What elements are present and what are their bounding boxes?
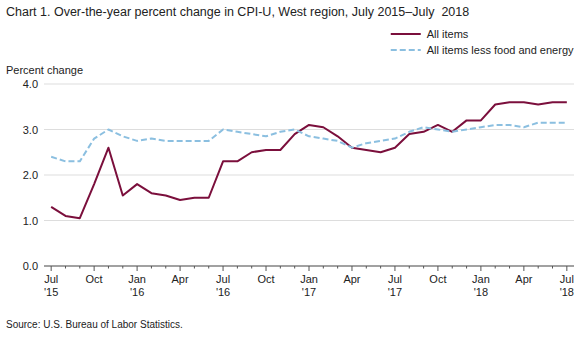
legend-label: All items: [427, 28, 469, 40]
chart: Chart 1. Over-the-year percent change in…: [0, 0, 588, 337]
plot-lines: [51, 102, 567, 218]
x-tick: [208, 266, 209, 269]
y-tick-label: 3.0: [23, 124, 38, 136]
x-tick: [394, 266, 395, 271]
grid-line: [44, 84, 574, 85]
legend-swatch: [391, 49, 421, 51]
x-tick-label-line: Oct: [86, 273, 103, 285]
x-tick: [294, 266, 295, 269]
x-tick: [480, 266, 481, 271]
y-tick-label: 1.0: [23, 215, 38, 227]
grid-line: [44, 220, 574, 221]
x-tick-label: Jul'18: [560, 273, 574, 298]
y-tick-label: 2.0: [23, 169, 38, 181]
x-tick-label: Jul'16: [216, 273, 230, 298]
y-tick-label: 4.0: [23, 78, 38, 90]
x-tick-label: Jan'16: [128, 273, 146, 298]
x-tick: [409, 266, 410, 269]
x-tick: [552, 266, 553, 269]
x-tick-label-line: Oct: [257, 273, 274, 285]
x-tick-label-line: '16: [216, 286, 230, 298]
x-tick: [251, 266, 252, 269]
x-tick: [437, 266, 438, 271]
x-tick: [122, 266, 123, 269]
grid-line: [44, 129, 574, 130]
x-tick: [151, 266, 152, 269]
x-tick: [266, 266, 267, 271]
x-tick-label-line: Apr: [515, 273, 532, 285]
title: Chart 1. Over-the-year percent change in…: [6, 5, 469, 19]
x-tick: [509, 266, 510, 269]
x-tick-label: Oct: [86, 273, 103, 285]
x-tick: [523, 266, 524, 271]
x-tick: [180, 266, 181, 271]
x-tick-label-line: Apr: [172, 273, 189, 285]
y-tick-label: 0.0: [23, 260, 38, 272]
series-line: [51, 123, 567, 162]
legend: All items All items less food and energy: [391, 28, 574, 56]
x-tick: [237, 266, 238, 269]
y-axis-label: Percent change: [6, 64, 83, 76]
x-tick-label-line: '18: [560, 286, 574, 298]
x-tick: [108, 266, 109, 269]
x-tick: [51, 266, 52, 271]
x-tick: [366, 266, 367, 269]
x-tick-label: Apr: [172, 273, 189, 285]
x-tick: [94, 266, 95, 271]
x-tick-label: Jan'17: [300, 273, 318, 298]
x-tick: [309, 266, 310, 271]
x-tick: [223, 266, 224, 271]
x-tick: [423, 266, 424, 269]
x-tick: [79, 266, 80, 269]
x-tick-label: Oct: [257, 273, 274, 285]
x-tick: [466, 266, 467, 269]
x-tick-label-line: Jan: [300, 273, 318, 285]
x-tick-label-line: '15: [44, 286, 58, 298]
series-line: [51, 102, 567, 218]
x-tick: [280, 266, 281, 269]
x-tick-label-line: Jul: [44, 273, 58, 285]
legend-swatch: [391, 33, 421, 35]
x-tick: [65, 266, 66, 269]
legend-label: All items less food and energy: [427, 44, 574, 56]
x-tick-label-line: Jul: [388, 273, 402, 285]
x-tick-label: Jul'17: [388, 273, 402, 298]
x-tick: [137, 266, 138, 271]
x-tick-label: Oct: [429, 273, 446, 285]
x-tick: [495, 266, 496, 269]
x-tick-label: Jan'18: [472, 273, 490, 298]
x-tick: [337, 266, 338, 269]
x-tick: [323, 266, 324, 269]
x-tick: [380, 266, 381, 269]
x-tick-label-line: Jul: [216, 273, 230, 285]
x-tick-label-line: Jan: [472, 273, 490, 285]
x-tick: [566, 266, 567, 271]
x-tick-label-line: '16: [130, 286, 144, 298]
grid-line: [44, 175, 574, 176]
source: Source: U.S. Bureau of Labor Statistics.: [6, 319, 183, 330]
x-tick-label-line: Jan: [128, 273, 146, 285]
x-tick-label-line: Jul: [560, 273, 574, 285]
x-tick-label: Apr: [515, 273, 532, 285]
x-tick: [538, 266, 539, 269]
x-tick-label-line: '18: [474, 286, 488, 298]
legend-item: All items: [391, 28, 469, 40]
x-tick: [351, 266, 352, 271]
x-tick-label-line: Apr: [343, 273, 360, 285]
x-tick-label-line: '17: [388, 286, 402, 298]
x-tick-label: Apr: [343, 273, 360, 285]
x-tick-label-line: '17: [302, 286, 316, 298]
legend-item: All items less food and energy: [391, 44, 574, 56]
x-tick: [165, 266, 166, 269]
x-tick: [452, 266, 453, 269]
x-tick: [194, 266, 195, 269]
x-tick-label-line: Oct: [429, 273, 446, 285]
x-tick-label: Jul'15: [44, 273, 58, 298]
